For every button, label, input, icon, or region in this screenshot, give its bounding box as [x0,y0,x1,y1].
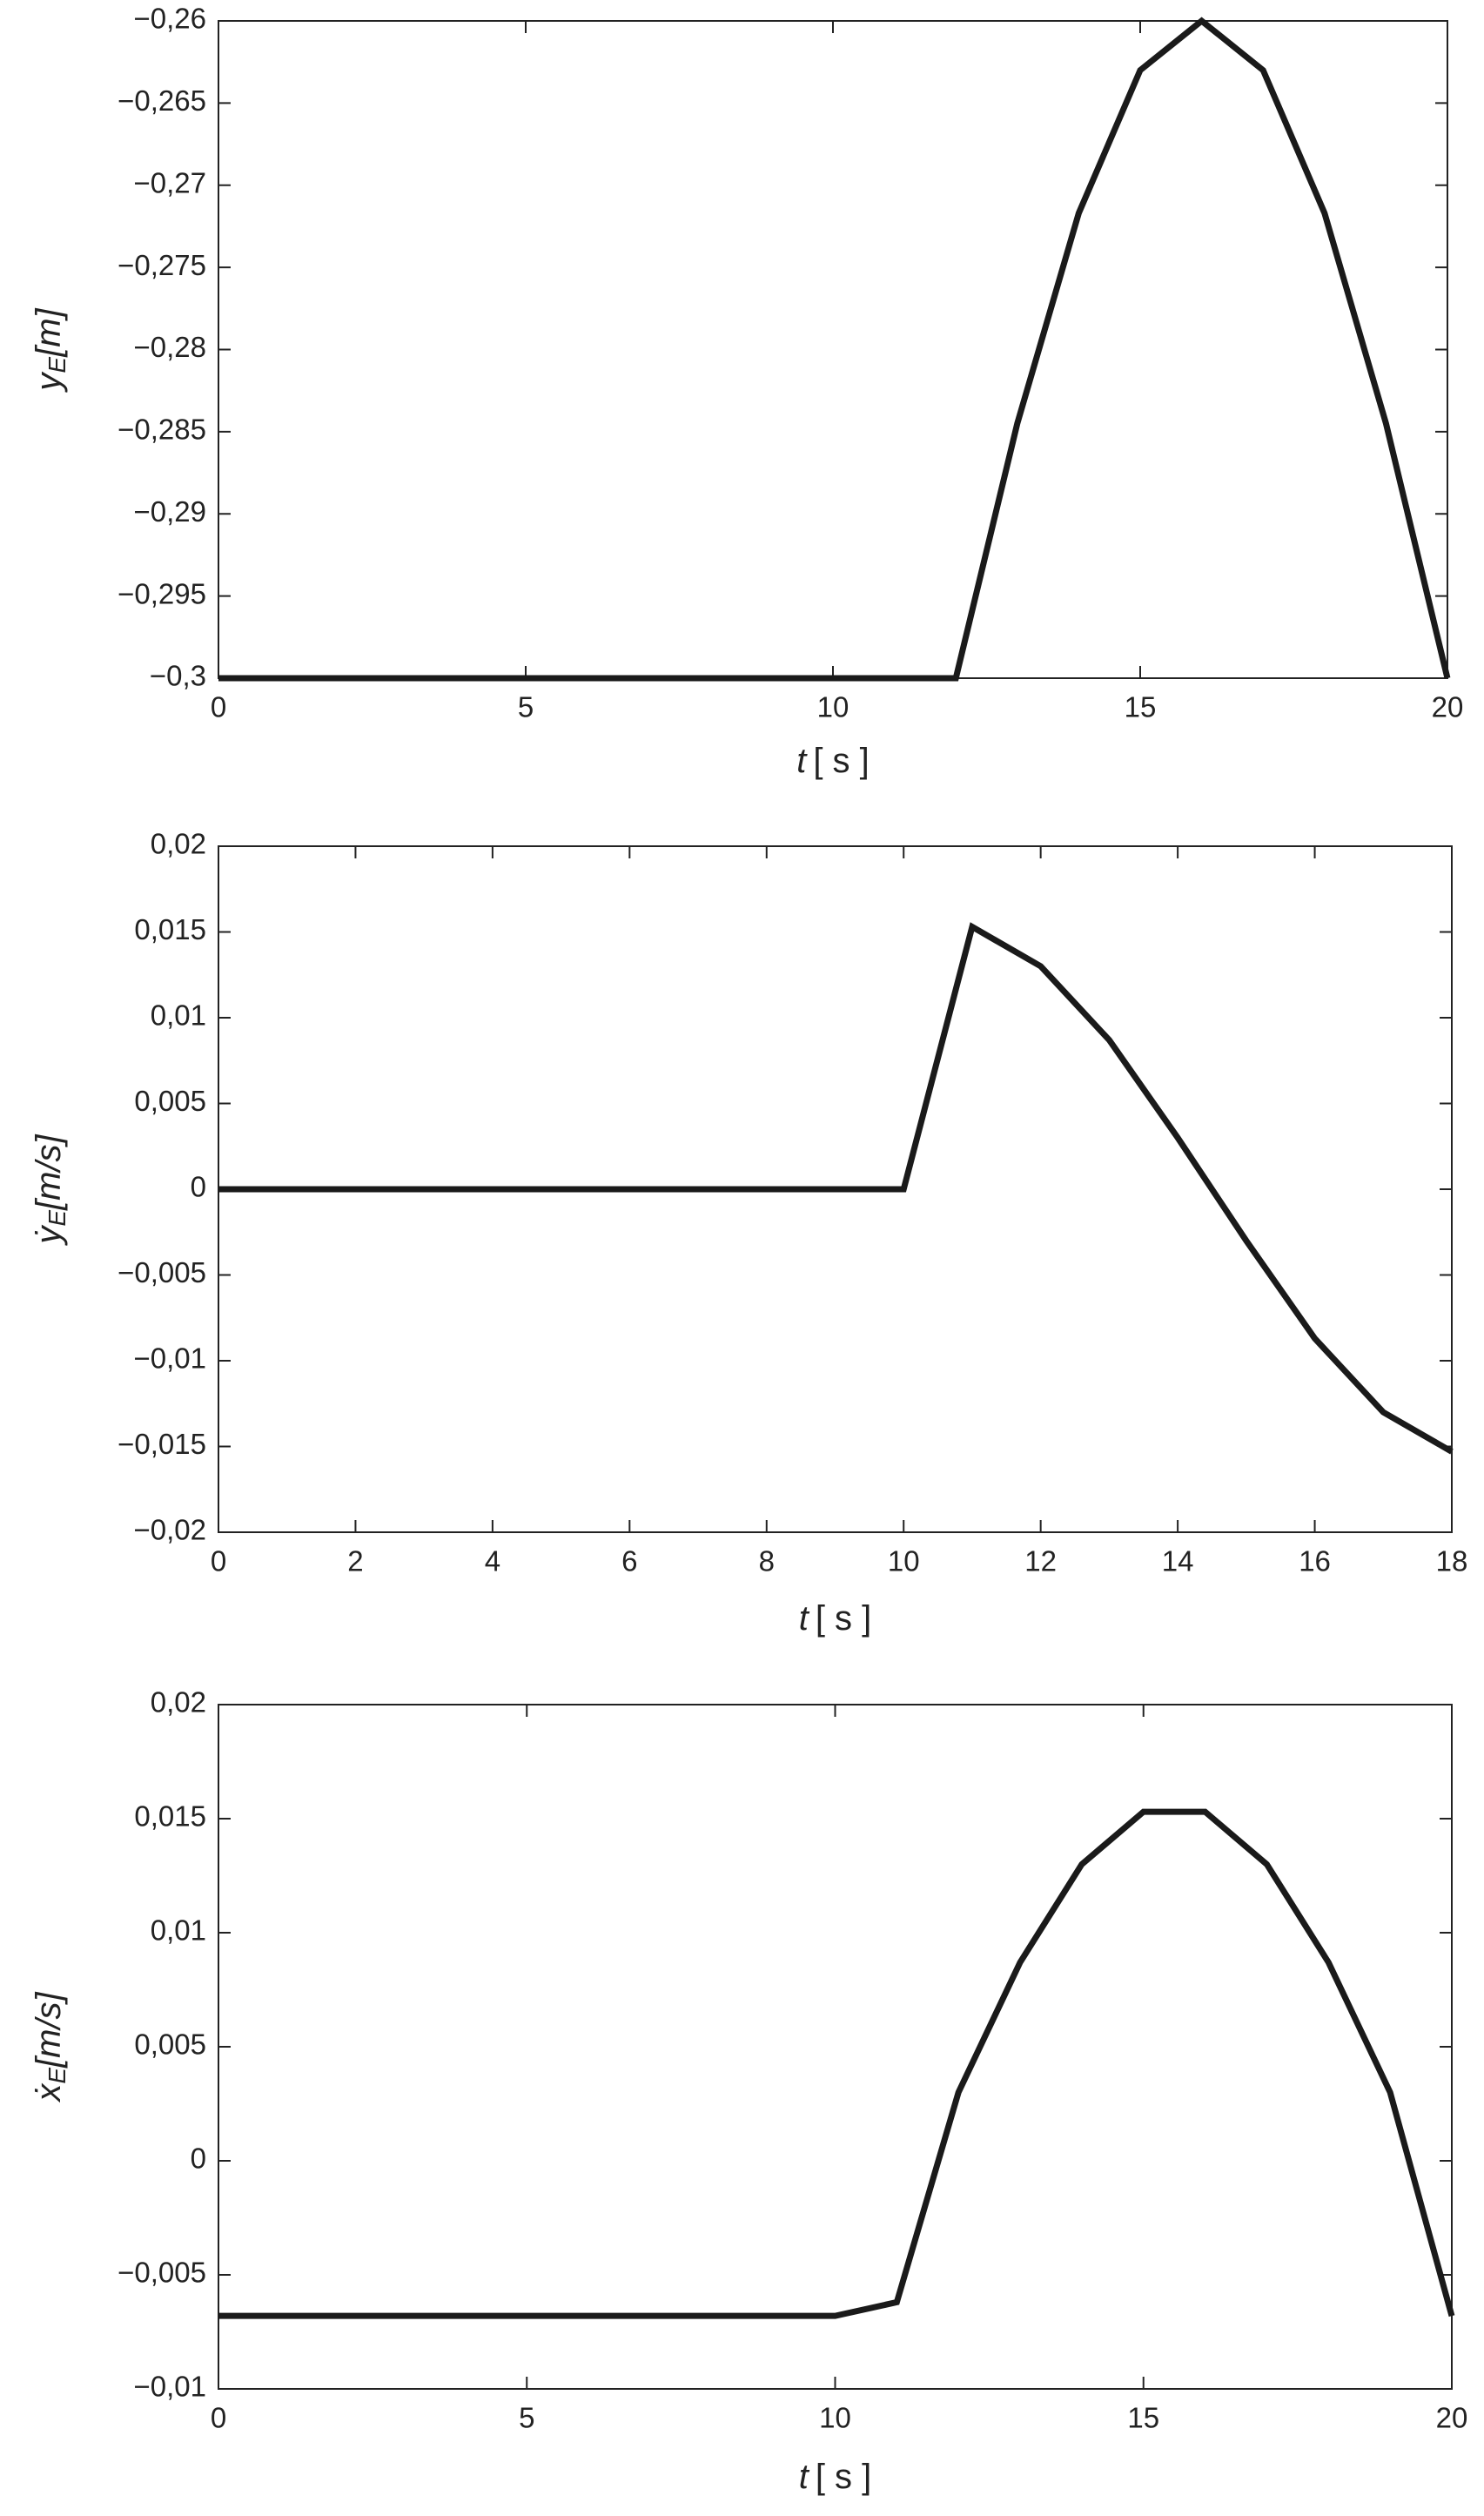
x-tick-label: 20 [1432,691,1464,723]
y-tick-label: −0,29 [134,495,207,528]
y-tick-label: 0,01 [151,1914,206,1947]
x-tick-label: 16 [1299,1545,1331,1578]
data-line [218,922,1454,1455]
x-tick-label: 0 [211,1545,226,1578]
x-axis-label: t[ s ] [799,1599,872,1638]
y-label-unit: [m] [30,307,68,357]
x-axis-label: t[ s ] [796,742,870,780]
x-axis-label: t[ s ] [799,2458,872,2496]
x-tick-label: 2 [347,1545,363,1578]
x-tick-label: 0 [211,691,226,723]
x-tick-label: 15 [1127,2402,1159,2434]
y-label-symbol: y [30,371,68,394]
y-tick-label: −0,26 [134,3,207,35]
y-tick-label: 0 [191,1171,206,1203]
y-tick-label: −0,005 [118,2257,206,2289]
x-label-symbol: t [796,742,808,780]
y-tick-label: 0,005 [134,2028,206,2061]
x-label-unit: [ s ] [816,2458,871,2496]
y-label-sub: E [44,1210,71,1227]
data-line [218,1808,1455,2319]
y-tick-label: −0,27 [134,166,207,198]
chart: −0,3 −0,295 −0,29 −0,285 −0,28 −0,275 −0,27 −0,… [30,3,1464,780]
x-tick-label: 6 [621,1545,637,1578]
x-tick-label: 12 [1024,1545,1057,1578]
x-label-unit: [ s ] [816,1599,871,1638]
x-tick-label: 0 [211,2402,226,2434]
x-tick-label: 10 [819,2402,851,2434]
x-tick-label: 5 [518,691,534,723]
y-tick-label: 0,01 [151,999,206,1032]
y-axis-label: ẏE[m/s] [30,1134,71,1246]
y-tick-label: −0,28 [134,331,207,363]
y-label-symbol: ẏ [30,1224,68,1247]
y-tick-label: 0,005 [134,1085,206,1117]
y-tick-label: −0,3 [150,660,206,692]
y-tick-label: −0,02 [134,1514,207,1546]
y-tick-label: −0,295 [118,577,206,609]
x-tick-label: 15 [1125,691,1157,723]
plot-frame [218,1704,1453,2390]
y-tick-label: 0 [191,2143,206,2175]
y-tick-label: 0,02 [151,1686,206,1719]
x-label-symbol: t [799,2458,810,2496]
data-line [218,17,1451,682]
y-tick-label: −0,005 [118,1256,206,1288]
x-tick-label: 14 [1162,1545,1194,1578]
y-tick-label: −0,265 [118,84,206,117]
x-tick-label: 10 [888,1545,920,1578]
x-tick-label: 5 [519,2402,534,2434]
x-label-unit: [ s ] [813,742,869,780]
y-label-sub: E [44,357,71,373]
y-axis-label: yE[m] [30,307,71,393]
y-tick-label: −0,01 [134,1342,207,1375]
y-label-unit: [m/s] [30,1134,68,1211]
x-tick-label: 10 [817,691,849,723]
x-label-symbol: t [799,1599,810,1638]
y-tick-label: −0,285 [118,414,206,446]
y-label-symbol: ẋ [30,2082,68,2103]
y-tick-label: 0,015 [134,913,206,945]
y-tick-label: −0,015 [118,1428,206,1460]
plot-frame [218,20,1448,679]
y-tick-label: −0,01 [134,2371,207,2403]
x-tick-label: 18 [1436,1545,1468,1578]
y-tick-label: −0,275 [118,249,206,281]
y-axis-label: ẋE[m/s] [30,1991,71,2102]
y-tick-label: 0,015 [134,1800,206,1833]
y-label-unit: [m/s] [30,1991,68,2069]
x-tick-label: 8 [759,1545,775,1578]
y-tick-label: 0,02 [151,828,206,860]
chart: −0,02 −0,015 −0,01 −0,005 0 0,005 0,01 0,015 0,0… [30,828,1468,1638]
x-tick-label: 4 [485,1545,500,1578]
y-label-sub: E [44,2068,71,2084]
x-tick-label: 20 [1436,2402,1468,2434]
